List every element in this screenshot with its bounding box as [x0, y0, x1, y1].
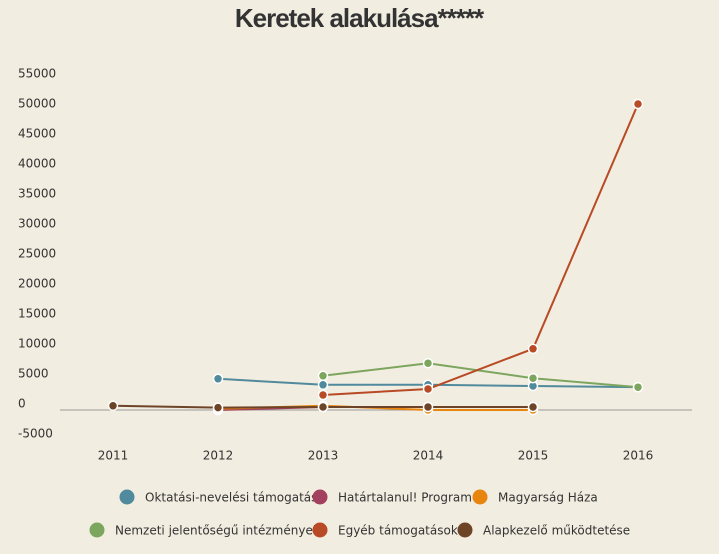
y-tick-label: 15000 [18, 307, 56, 321]
x-tick-label: 2012 [203, 449, 234, 463]
legend-label: Nemzeti jelentőségű intézmények [115, 524, 320, 538]
x-tick-label: 2015 [518, 449, 549, 463]
point [212, 402, 224, 413]
y-tick-label: 5000 [18, 367, 49, 381]
legend-swatch [312, 522, 328, 538]
point [107, 400, 119, 412]
point [527, 372, 539, 384]
y-tick-label: 45000 [18, 127, 56, 141]
point [632, 98, 644, 110]
point [317, 401, 329, 413]
point [317, 379, 329, 391]
y-tick-label: 30000 [18, 217, 56, 231]
legend-label: Alapkezelő működtetése [483, 524, 630, 538]
point [422, 383, 434, 395]
legend-swatch [312, 489, 328, 505]
y-tick-label: 25000 [18, 247, 56, 261]
legend-swatch [89, 522, 105, 538]
y-tick-label: 20000 [18, 277, 56, 291]
y-tick-label: 40000 [18, 157, 56, 171]
point [422, 357, 434, 369]
point [527, 343, 539, 355]
legend-label: Magyarság Háza [498, 491, 598, 505]
legend-swatch [119, 489, 135, 505]
series-line [322, 103, 639, 396]
point [422, 401, 434, 413]
point [527, 401, 539, 413]
legend-label: Egyéb támogatások [338, 524, 458, 538]
point [632, 381, 644, 393]
y-tick-label: 50000 [18, 97, 56, 111]
point [317, 370, 329, 382]
x-tick-label: 2013 [308, 449, 339, 463]
legend-swatch [457, 522, 473, 538]
x-tick-label: 2014 [413, 449, 444, 463]
y-tick-label: 35000 [18, 187, 56, 201]
point [317, 389, 329, 401]
y-tick-label: 10000 [18, 337, 56, 351]
y-tick-label: 0 [18, 397, 26, 411]
legend-label: Oktatási-nevelési támogatás [145, 491, 317, 505]
y-tick-label: -5000 [18, 427, 53, 441]
x-tick-label: 2011 [98, 449, 129, 463]
chart-title: Keretek alakulása***** [235, 3, 485, 33]
point [212, 373, 224, 385]
x-tick-label: 2016 [623, 449, 654, 463]
legend-swatch [472, 489, 488, 505]
legend-label: Határtalanul! Program [338, 491, 472, 505]
y-tick-label: 55000 [18, 67, 56, 81]
series-line [322, 362, 639, 389]
